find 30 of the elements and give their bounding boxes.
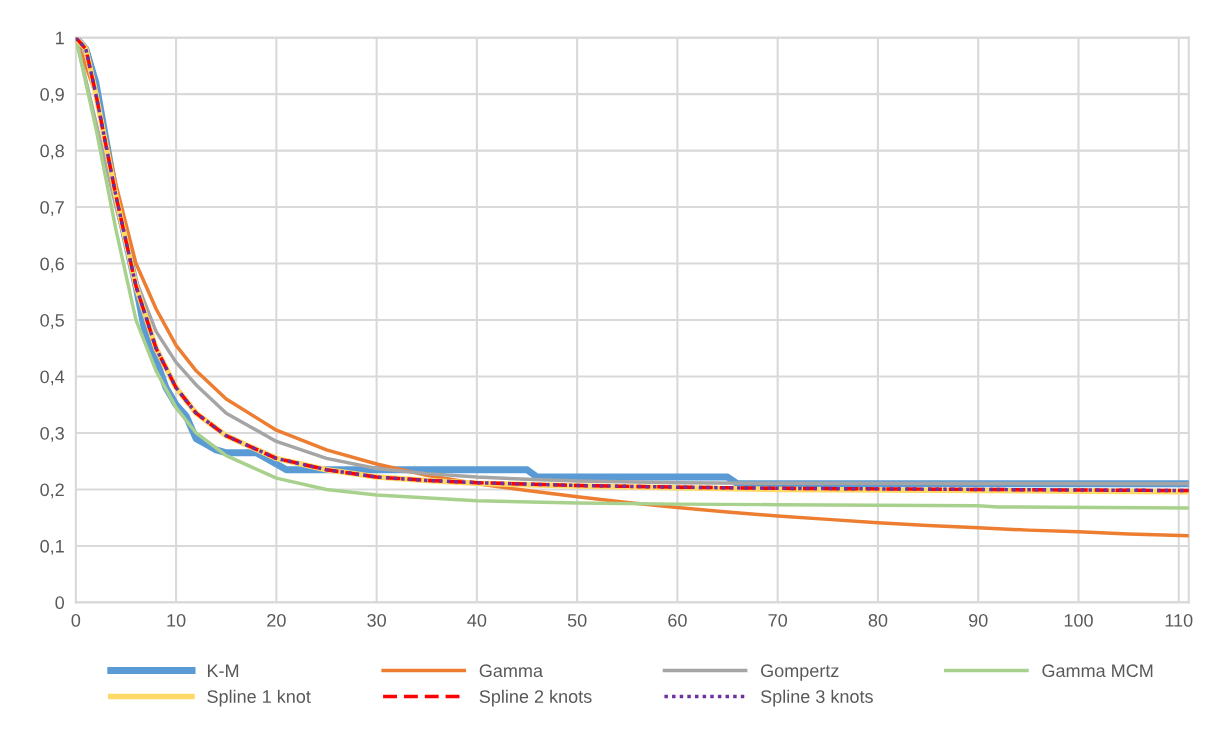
y-tick-label: 1	[56, 31, 64, 45]
legend-label: Gamma	[479, 664, 543, 678]
x-tick-label: 20	[267, 613, 286, 627]
y-tick-label: 0,9	[40, 88, 64, 103]
x-tick-label: 0	[71, 613, 81, 627]
y-tick-label: 0,3	[40, 426, 64, 442]
x-tick-label: 10	[167, 613, 186, 627]
legend-label: Gamma MCM	[1042, 664, 1153, 678]
x-tick-label: 100	[1064, 613, 1093, 627]
x-tick-label: 50	[567, 613, 587, 627]
x-tick-label: 30	[367, 613, 386, 627]
x-tick-label: 110	[1165, 613, 1193, 627]
y-tick-label: 0,6	[40, 257, 64, 273]
x-tick-label: 90	[969, 613, 988, 627]
y-tick-label: 0,7	[40, 201, 64, 216]
x-tick-label: 70	[768, 613, 788, 627]
x-tick-label: 60	[668, 613, 687, 627]
legend-label: Spline 2 knots	[479, 689, 592, 707]
y-tick-label: 0,2	[40, 483, 64, 499]
y-tick-label: 0,8	[40, 144, 64, 160]
y-tick-label: 0,5	[40, 313, 64, 329]
legend-label: Spline 3 knots	[760, 689, 873, 707]
y-tick-label: 0,1	[40, 539, 64, 555]
legend-label: Spline 1 knot	[207, 689, 311, 707]
legend-label: Gompertz	[761, 664, 839, 681]
y-tick-label: 0,4	[40, 370, 65, 386]
legend-label: K-M	[207, 664, 239, 677]
y-tick-label: 0	[55, 596, 65, 610]
x-tick-label: 80	[868, 613, 888, 627]
x-tick-label: 40	[467, 613, 487, 627]
